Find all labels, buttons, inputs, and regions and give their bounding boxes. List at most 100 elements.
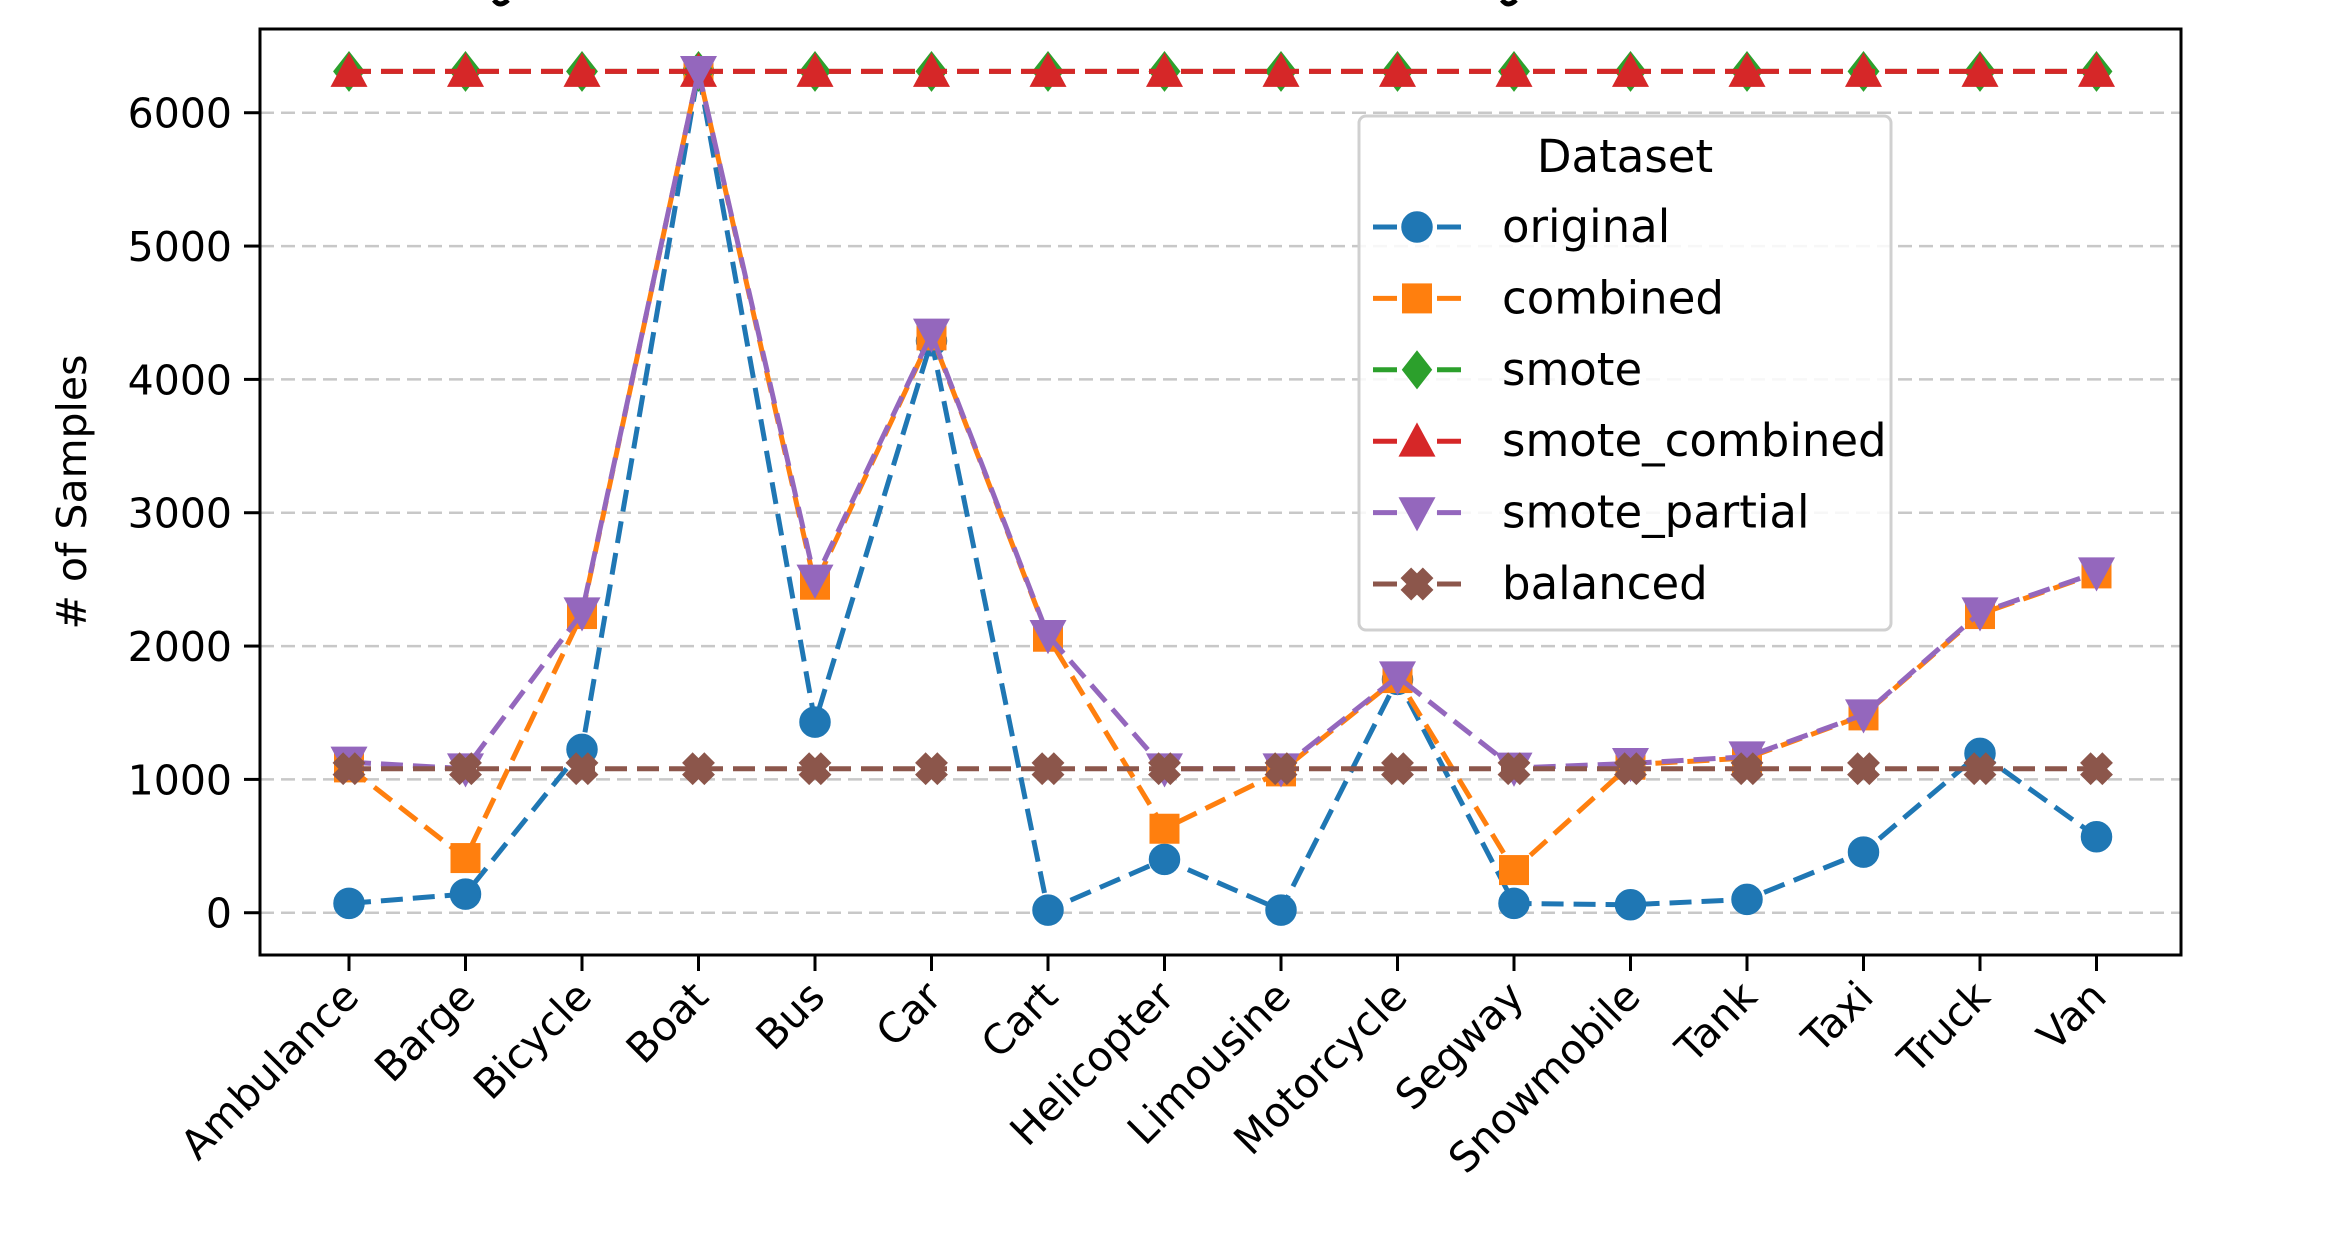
x-tick-label: Car (867, 972, 951, 1056)
data-point (1265, 894, 1297, 926)
x-tick-label: Truck (1888, 972, 1999, 1083)
data-point (330, 52, 368, 87)
data-point (2077, 52, 2116, 87)
axes-frame (258, 27, 2183, 957)
x-tick-label: Bus (747, 972, 834, 1059)
data-point (1847, 752, 1880, 786)
data-point (682, 752, 715, 786)
legend-entry: balanced (1373, 557, 1708, 610)
data-point (449, 752, 482, 786)
data-point (1378, 52, 1417, 87)
legend-label: original (1502, 200, 1670, 253)
data-point (563, 597, 601, 632)
data-point (1148, 843, 1181, 876)
data-point (1378, 661, 1417, 696)
data-point (563, 52, 601, 87)
y-tick-label: 3000 (128, 490, 232, 538)
data-point (1730, 752, 1764, 786)
data-point (1032, 894, 1064, 926)
y-tick-label: 4000 (128, 356, 232, 404)
legend-marker-diamond (1401, 350, 1433, 390)
data-point (1731, 883, 1763, 916)
data-point (565, 752, 599, 786)
cropped-title-fragments (492, 0, 1518, 7)
legend-marker-triangle-up (1398, 422, 1436, 457)
data-point (450, 843, 481, 874)
y-axis: 0 1000 2000 3000 4000 5000 6000 (128, 90, 260, 938)
data-point (1149, 813, 1180, 844)
data-point (2077, 557, 2116, 592)
data-point (1264, 752, 1298, 786)
legend-marker-triangle-down (1398, 497, 1436, 532)
data-point (1963, 752, 1997, 786)
data-point (446, 52, 485, 87)
data-point (1145, 52, 1184, 87)
data-point (1844, 699, 1883, 734)
data-point (1614, 752, 1647, 786)
series-line (347, 68, 2098, 873)
data-point (1262, 52, 1300, 87)
legend-label: smote_partial (1502, 486, 1810, 539)
data-point (1381, 752, 1414, 786)
legend-label: balanced (1502, 557, 1708, 610)
legend-marker-square (1402, 283, 1432, 314)
legend-entry: smote_combined (1373, 414, 1887, 467)
x-tick-label: Ambulance (171, 972, 368, 1169)
legend-entry: original (1373, 200, 1670, 253)
x-tick-label: Cart (972, 972, 1067, 1067)
legend-label: smote_combined (1502, 414, 1887, 467)
y-tick-label: 2000 (128, 623, 232, 671)
y-tick-label: 0 (206, 890, 232, 938)
data-point (449, 878, 482, 910)
series-smote-combined (330, 52, 2116, 87)
gridlines (260, 111, 2181, 914)
x-tick-label: Bicycle (464, 972, 601, 1109)
data-point (915, 752, 948, 786)
data-point (1499, 855, 1529, 886)
data-point (798, 752, 832, 786)
data-point (1498, 887, 1530, 920)
y-tick-label: 1000 (128, 756, 232, 804)
data-point (1029, 619, 1067, 655)
data-point (1029, 52, 1067, 87)
series-line (348, 68, 2098, 913)
legend-label: smote (1502, 343, 1642, 396)
data-point (1497, 752, 1531, 786)
title-descender-fragment (1500, 0, 1518, 7)
x-tick-label: Boat (617, 972, 718, 1073)
plot-series (330, 50, 2116, 926)
title-descender-fragment (492, 0, 510, 7)
data-point (2080, 752, 2113, 786)
data-point (1148, 752, 1181, 786)
data-point (796, 564, 834, 599)
data-point (1961, 52, 1999, 87)
x-tick-label: Van (2028, 972, 2116, 1060)
legend-frame (1357, 114, 1893, 632)
data-point (912, 318, 951, 353)
legend: Dataset original combined smote smote_combi… (1357, 114, 1893, 632)
x-tick-label: Taxi (1792, 972, 1883, 1063)
data-point (333, 887, 365, 920)
legend-title: Dataset (1537, 130, 1713, 183)
data-point (912, 52, 951, 87)
data-point (1728, 52, 1766, 87)
y-tick-label: 5000 (128, 223, 232, 271)
legend-entry: smote_partial (1373, 486, 1810, 539)
legend-entry: combined (1373, 271, 1724, 324)
data-point (796, 52, 834, 87)
data-point (1961, 597, 1999, 632)
data-point (332, 752, 366, 786)
y-axis-label: # of Samples (48, 354, 96, 629)
data-point (1614, 888, 1647, 921)
data-point (2080, 820, 2113, 853)
legend-label: combined (1502, 271, 1724, 324)
data-point (1611, 52, 1650, 87)
legend-marker-x-filled (1400, 567, 1434, 601)
legend-marker-circle (1401, 211, 1433, 243)
data-point (679, 55, 718, 91)
y-tick-label: 6000 (128, 90, 232, 138)
legend-entry: smote (1373, 343, 1642, 396)
